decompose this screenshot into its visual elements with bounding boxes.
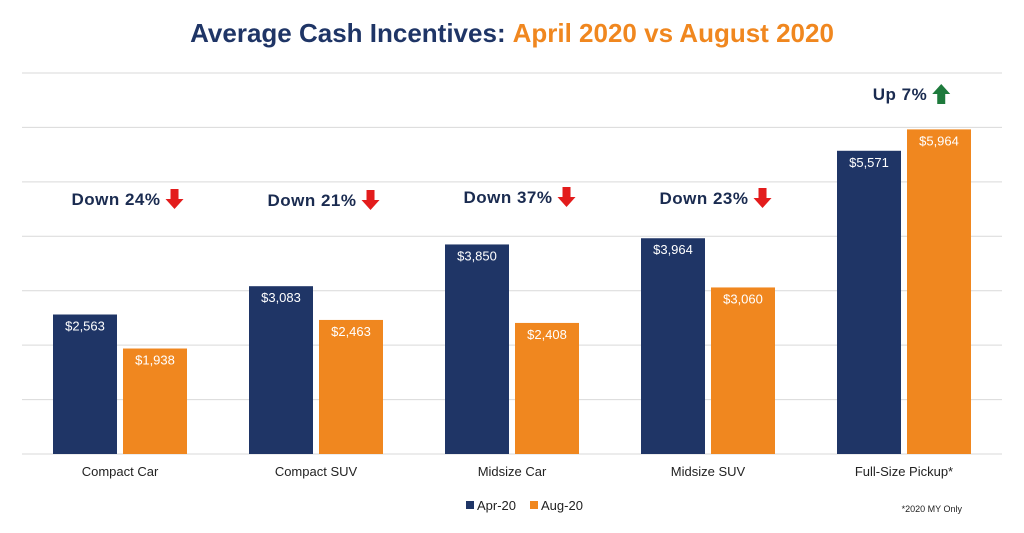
- legend-swatch: [466, 501, 474, 509]
- data-label: $2,463: [331, 324, 371, 339]
- x-tick-label: Compact SUV: [275, 464, 358, 479]
- change-label: Down 24%: [71, 190, 160, 209]
- data-label: $5,964: [919, 133, 959, 148]
- change-annotation: Down 24%: [71, 189, 184, 209]
- bar-aug-20-1: [123, 348, 187, 454]
- change-label: Up 7%: [873, 85, 927, 104]
- chart-title: Average Cash Incentives: April 2020 vs Au…: [190, 18, 834, 48]
- x-tick-label: Compact Car: [82, 464, 159, 479]
- legend-label: Apr-20: [477, 498, 516, 513]
- x-axis-ticks: Compact Car Compact SUV Midsize Car Midsize…: [82, 464, 953, 479]
- arrow-up-icon: [932, 84, 951, 104]
- data-label: $1,938: [135, 353, 175, 368]
- legend-swatch: [530, 501, 538, 509]
- x-tick-label: Full-Size Pickup*: [855, 464, 953, 479]
- change-annotation: Down 23%: [659, 188, 772, 208]
- bar-apr-20-2: [249, 286, 313, 454]
- data-label: $2,563: [65, 318, 105, 333]
- data-label: $2,408: [527, 327, 567, 342]
- bar-aug-20-2: [319, 319, 383, 454]
- bar-apr-20-1: [53, 314, 117, 454]
- x-tick-label: Midsize Car: [478, 464, 547, 479]
- bar-aug-20-4: [711, 287, 775, 454]
- bar-apr-20-3: [445, 244, 509, 454]
- data-label: $3,964: [653, 242, 693, 257]
- change-annotations: Down 24% Down 21% Down 37% Down 23% Up 7%: [71, 84, 951, 210]
- data-label: $3,850: [457, 248, 497, 263]
- arrow-down-icon: [753, 188, 772, 208]
- chart-title-main: Average Cash Incentives:: [190, 18, 506, 48]
- change-annotation: Down 37%: [463, 187, 576, 207]
- arrow-down-icon: [165, 189, 184, 209]
- data-label: $5,571: [849, 155, 889, 170]
- bars: [53, 129, 971, 454]
- data-label: $3,083: [261, 290, 301, 305]
- legend-label: Aug-20: [541, 498, 583, 513]
- change-label: Down 23%: [659, 189, 748, 208]
- arrow-down-icon: [361, 190, 380, 210]
- data-label: $3,060: [723, 291, 763, 306]
- legend: Apr-20 Aug-20: [466, 498, 583, 513]
- change-annotation: Down 21%: [267, 190, 380, 210]
- footnote: *2020 MY Only: [902, 504, 963, 514]
- x-tick-label: Midsize SUV: [671, 464, 746, 479]
- change-annotation: Up 7%: [873, 84, 951, 104]
- bar-apr-20-4: [641, 238, 705, 454]
- data-labels: $2,563 $1,938 $3,083 $2,463 $3,850 $2,408 $3,9…: [65, 133, 959, 367]
- change-label: Down 37%: [463, 188, 552, 207]
- change-label: Down 21%: [267, 191, 356, 210]
- bar-apr-20-5: [837, 150, 901, 454]
- chart-title-accent: April 2020 vs August 2020: [513, 18, 834, 48]
- bar-aug-20-3: [515, 322, 579, 454]
- arrow-down-icon: [557, 187, 576, 207]
- bar-aug-20-5: [907, 129, 971, 454]
